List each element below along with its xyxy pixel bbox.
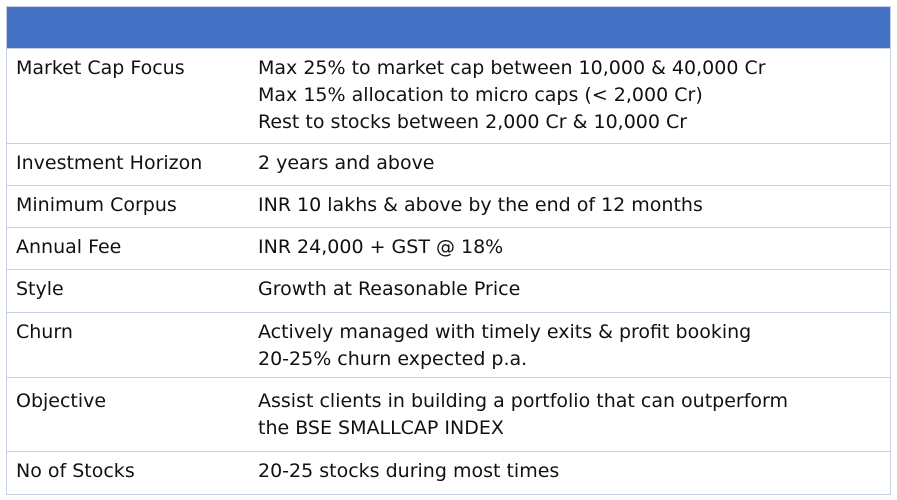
table-row: Investment Horizon 2 years and above [7, 143, 890, 185]
table-row: Annual Fee INR 24,000 + GST @ 18% [7, 227, 890, 269]
row-value: 2 years and above [258, 152, 435, 174]
row-label: Objective [16, 390, 107, 412]
table-row: Churn Actively managed with timely exits … [7, 312, 890, 377]
table-row: Market Cap Focus Max 25% to market cap be… [7, 48, 890, 143]
product-table: Market Cap Focus Max 25% to market cap be… [6, 6, 891, 495]
table-row: No of Stocks 20-25 stocks during most tim… [7, 451, 890, 494]
table-header [7, 7, 890, 48]
row-label: Style [16, 278, 64, 300]
row-value: Growth at Reasonable Price [258, 278, 521, 300]
row-label: Annual Fee [16, 236, 122, 258]
row-label: No of Stocks [16, 460, 135, 482]
table-row: Style Growth at Reasonable Price [7, 269, 890, 312]
row-value: INR 10 lakhs & above by the end of 12 mo… [258, 194, 703, 216]
row-label: Churn [16, 321, 73, 343]
row-label: Market Cap Focus [16, 57, 185, 79]
table-row: Minimum Corpus INR 10 lakhs & above by th… [7, 185, 890, 227]
row-value: 20-25 stocks during most times [258, 460, 560, 482]
row-value: Max 25% to market cap between 10,000 & 4… [258, 57, 766, 133]
row-value: INR 24,000 + GST @ 18% [258, 236, 504, 258]
table-row: Objective Assist clients in building a po… [7, 377, 890, 451]
row-label: Minimum Corpus [16, 194, 177, 216]
row-value: Actively managed with timely exits & pro… [258, 321, 752, 370]
row-value: Assist clients in building a portfolio t… [258, 390, 789, 439]
row-label: Investment Horizon [16, 152, 203, 174]
